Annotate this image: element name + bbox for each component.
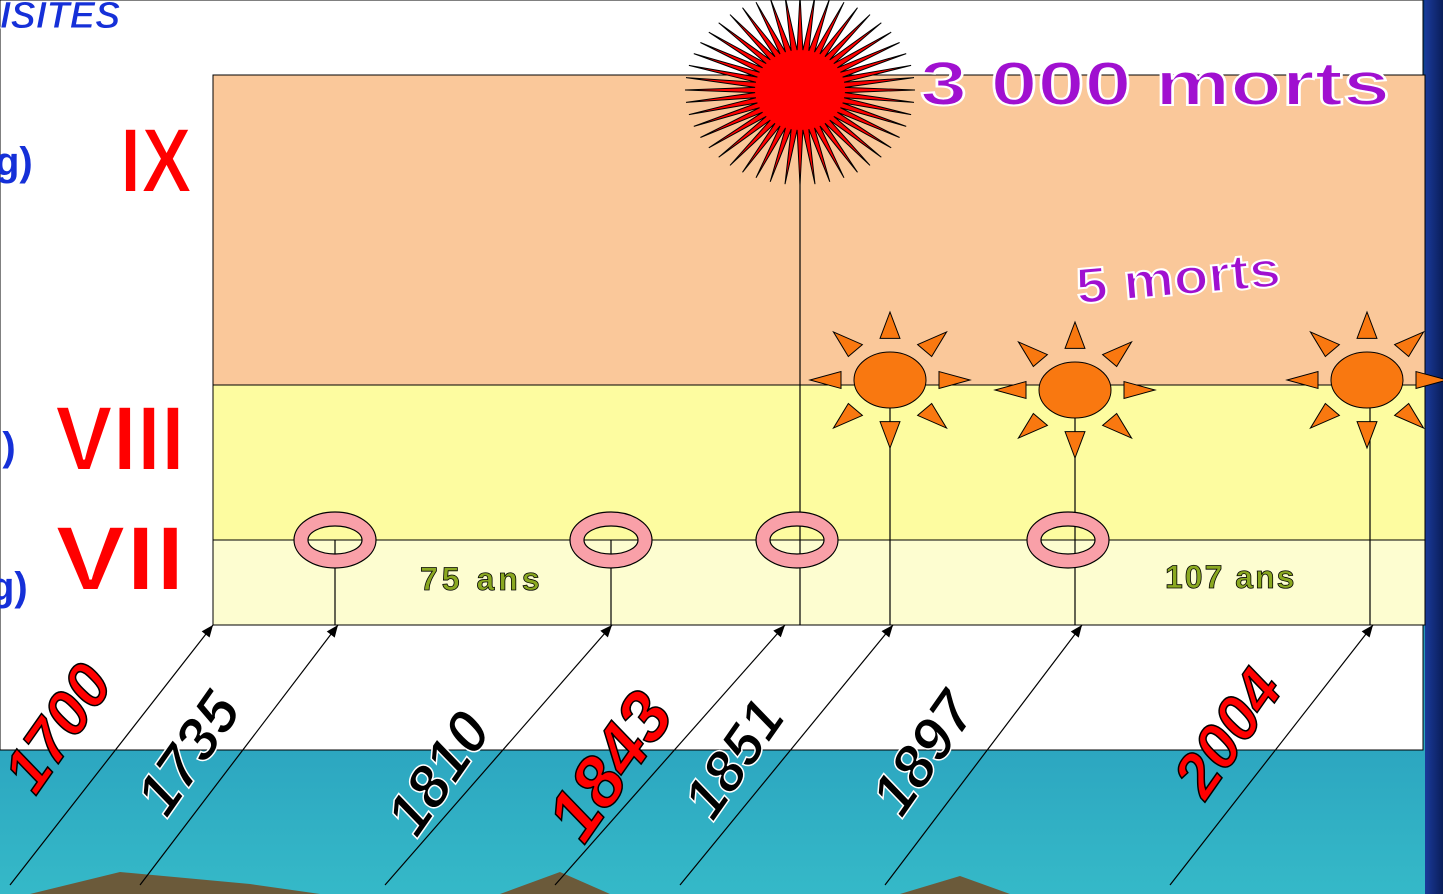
sun [1331, 352, 1403, 408]
gap-label: 75 ans [420, 561, 544, 597]
level: VIII [55, 388, 185, 490]
edge-strip [1425, 0, 1443, 894]
slide: ISITES g) IX g) VIII g) VII 3 000 morts … [0, 0, 1443, 894]
scale-note: g) [0, 140, 33, 184]
deaths-label: 3 000 morts [920, 50, 1390, 119]
level: IX [120, 110, 192, 212]
title: ISITES [0, 0, 120, 37]
gap-label: 107 ans [1165, 559, 1296, 595]
scale-note: g) [0, 425, 16, 469]
scale-note: g) [0, 565, 28, 609]
sun [854, 352, 926, 408]
sun [1039, 362, 1111, 418]
level: VII [55, 508, 185, 610]
